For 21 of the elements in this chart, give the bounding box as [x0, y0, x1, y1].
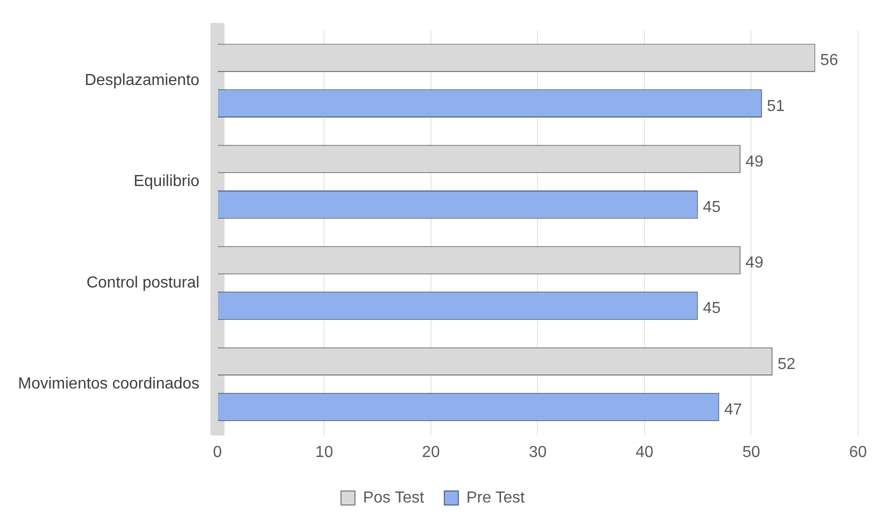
x-tick-label: 40 [636, 444, 654, 461]
data-label: 56 [820, 52, 838, 70]
data-label: 49 [746, 153, 764, 170]
x-tick-label: 10 [315, 444, 334, 461]
legend-label: Pre Test [466, 489, 526, 506]
data-label: 51 [766, 98, 785, 115]
x-tick-label: 60 [849, 444, 867, 461]
y-tick-label: Desplazamiento [84, 72, 200, 90]
data-label: 47 [724, 401, 742, 418]
y-tick-label: Equilibrio [134, 173, 200, 190]
x-tick-label: 50 [742, 444, 760, 461]
y-tick-label: Movimientos coordinados [18, 376, 200, 393]
data-label: 45 [702, 300, 721, 318]
data-label: 49 [746, 254, 764, 272]
y-tick-label: Control postural [86, 274, 200, 292]
data-label: 52 [778, 356, 796, 373]
x-tick-label: 20 [422, 444, 440, 461]
data-label: 45 [702, 198, 721, 216]
legend-label: Pos Test [362, 489, 425, 506]
x-tick-label: 30 [528, 444, 547, 461]
x-tick-label: 0 [212, 444, 222, 461]
